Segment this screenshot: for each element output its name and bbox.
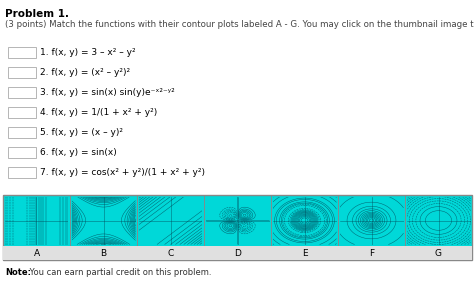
Bar (8, 47, 36, 58)
Text: 3. f(x, y) = sin(x) sin(y)e⁻ˣ²⁻ʸ²: 3. f(x, y) = sin(x) sin(y)e⁻ˣ²⁻ʸ² (40, 88, 175, 97)
Text: 2. f(x, y) = (x² – y²)²: 2. f(x, y) = (x² – y²)² (40, 68, 130, 77)
Bar (338, 246, 405, 260)
Text: 6. f(x, y) = sin(x): 6. f(x, y) = sin(x) (40, 148, 117, 157)
Bar (8, 67, 36, 78)
Bar (338, 195, 405, 260)
Bar (3, 195, 472, 260)
Bar (8, 107, 36, 118)
Bar (204, 195, 271, 260)
Bar (271, 195, 338, 260)
Bar (271, 246, 338, 260)
Text: 7. f(x, y) = cos(x² + y²)/(1 + x² + y²): 7. f(x, y) = cos(x² + y²)/(1 + x² + y²) (40, 168, 205, 177)
Bar (8, 167, 36, 178)
Bar (137, 195, 204, 260)
Bar (8, 87, 36, 98)
Bar (405, 195, 472, 260)
Text: Problem 1.: Problem 1. (5, 9, 69, 19)
Text: B: B (100, 248, 107, 258)
Bar (204, 246, 271, 260)
Text: 5. f(x, y) = (x – y)²: 5. f(x, y) = (x – y)² (40, 128, 123, 137)
Bar (70, 195, 137, 260)
Text: A: A (34, 248, 39, 258)
Text: C: C (167, 248, 173, 258)
Text: (3 points) Match the functions with their contour plots labeled A - G. You may c: (3 points) Match the functions with thei… (5, 20, 474, 29)
Bar (70, 246, 137, 260)
Text: D: D (234, 248, 241, 258)
Bar (8, 147, 36, 158)
Bar (8, 127, 36, 138)
Bar (405, 246, 472, 260)
Text: E: E (301, 248, 307, 258)
Bar (3, 195, 70, 260)
Text: G: G (435, 248, 442, 258)
Bar (137, 246, 204, 260)
Text: 4. f(x, y) = 1/(1 + x² + y²): 4. f(x, y) = 1/(1 + x² + y²) (40, 108, 157, 117)
Bar (3, 246, 70, 260)
Text: 1. f(x, y) = 3 – x² – y²: 1. f(x, y) = 3 – x² – y² (40, 48, 136, 57)
Text: You can earn partial credit on this problem.: You can earn partial credit on this prob… (27, 268, 211, 277)
Text: Note:: Note: (5, 268, 31, 277)
Text: F: F (369, 248, 374, 258)
